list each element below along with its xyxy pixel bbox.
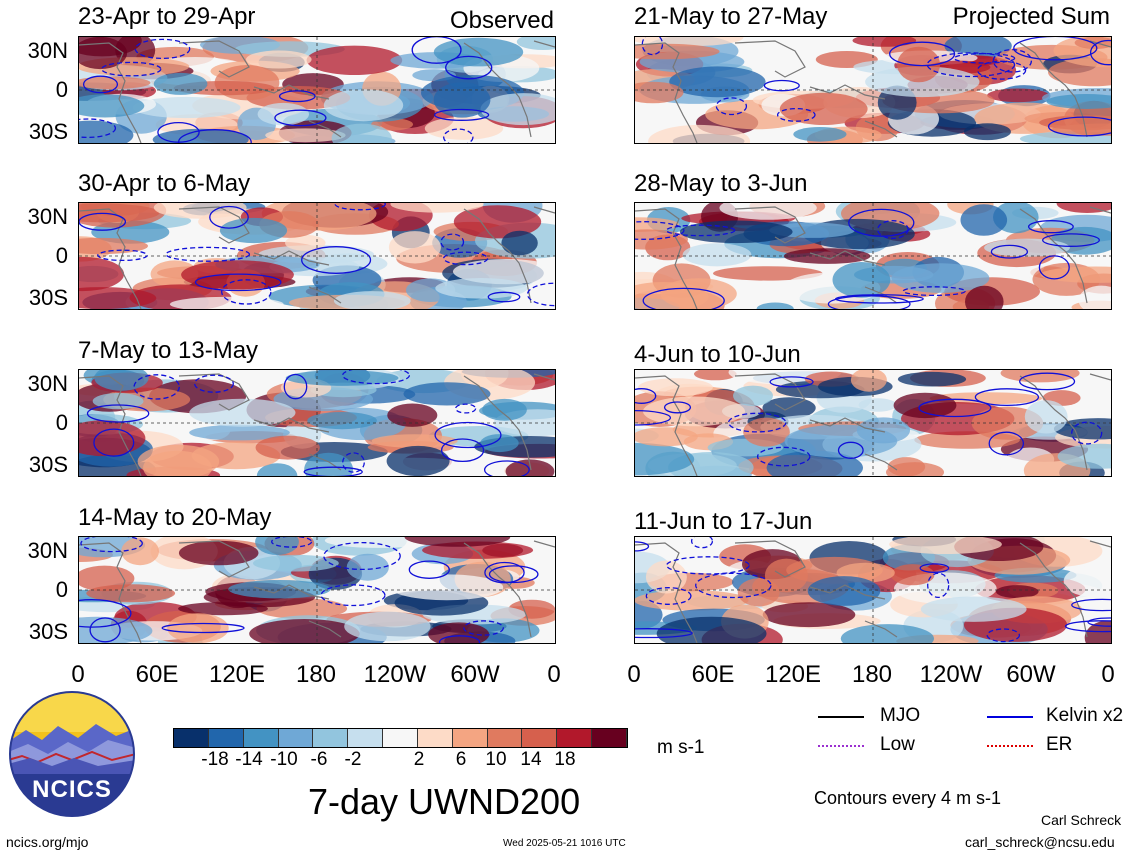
legend-kelvin: Kelvin x2 xyxy=(1046,705,1124,726)
observed-label: Observed xyxy=(449,7,554,34)
colorbar-swatch xyxy=(487,729,523,747)
lat-label-30n: 30N xyxy=(27,371,68,396)
lon-label: 180 xyxy=(295,661,337,688)
colorbar-tick: 6 xyxy=(455,749,467,770)
colorbar-tick: 2 xyxy=(413,749,425,770)
colorbar-tick: 18 xyxy=(554,749,576,770)
lon-label: 60W xyxy=(450,661,500,688)
panel-title: 21-May to 27-May xyxy=(634,3,828,30)
colorbar-swatch xyxy=(208,729,244,747)
map-panel xyxy=(78,369,556,477)
lon-label: 120W xyxy=(363,661,427,688)
lat-label-30s: 30S xyxy=(28,619,68,644)
colorbar-tick: -14 xyxy=(235,749,263,770)
panel-title: 7-May to 13-May xyxy=(78,337,259,364)
colorbar-swatch xyxy=(174,729,209,747)
map-panel xyxy=(634,536,1112,644)
colorbar-units: m s-1 xyxy=(657,737,705,758)
lon-label: 120E xyxy=(208,661,266,688)
panel-title: 28-May to 3-Jun xyxy=(634,170,808,197)
projected-sum-label: Projected Sum xyxy=(952,3,1110,30)
map-panel xyxy=(78,202,556,310)
colorbar-tick: -18 xyxy=(201,749,229,770)
lon-label: 0 xyxy=(547,661,561,688)
panel-title: 14-May to 20-May xyxy=(78,504,272,531)
mjo-line-swatch xyxy=(818,716,864,718)
timestamp: Wed 2025-05-21 1016 UTC xyxy=(503,838,626,849)
legend-er: ER xyxy=(1046,734,1073,755)
colorbar-swatch xyxy=(313,729,349,747)
author: Carl Schreck xyxy=(1041,812,1122,828)
colorbar-tick: 10 xyxy=(485,749,507,770)
panel-title: 30-Apr to 6-May xyxy=(78,170,251,197)
lon-label: 0 xyxy=(71,661,85,688)
er-line-swatch xyxy=(987,745,1033,747)
colorbar-tick: -2 xyxy=(344,749,362,770)
colorbar xyxy=(173,728,628,748)
kelvin-line-swatch xyxy=(987,716,1033,718)
colorbar-swatch xyxy=(243,729,279,747)
lon-label: 60W xyxy=(1006,661,1056,688)
lat-label-30s: 30S xyxy=(28,285,68,310)
email-link[interactable]: carl_schreck@ncsu.edu xyxy=(965,834,1115,850)
site-link[interactable]: ncics.org/mjo xyxy=(6,834,89,850)
lon-label: 180 xyxy=(851,661,893,688)
colorbar-swatch xyxy=(348,729,384,747)
legend-mjo: MJO xyxy=(880,705,921,726)
map-panel xyxy=(634,202,1112,310)
lat-label-30s: 30S xyxy=(28,452,68,477)
map-panel xyxy=(634,36,1112,144)
colorbar-tick: 14 xyxy=(520,749,542,770)
lon-label: 60E xyxy=(691,661,735,688)
lat-label-eq: 0 xyxy=(55,410,68,435)
lat-label-eq: 0 xyxy=(55,243,68,268)
colorbar-tick: -10 xyxy=(270,749,298,770)
lat-label-30n: 30N xyxy=(27,204,68,229)
lon-label: 60E xyxy=(135,661,179,688)
lat-label-eq: 0 xyxy=(55,77,68,102)
ncics-logo: NCICS xyxy=(8,690,136,818)
legend-low: Low xyxy=(880,734,915,755)
logo-text: NCICS xyxy=(32,776,112,803)
lon-label: 0 xyxy=(627,661,641,688)
lat-label-30s: 30S xyxy=(28,119,68,144)
colorbar-tick: -6 xyxy=(310,749,328,770)
panel-title: 11-Jun to 17-Jun xyxy=(634,508,813,535)
panel-title: 23-Apr to 29-Apr xyxy=(78,3,256,30)
contour-note: Contours every 4 m s-1 xyxy=(814,788,1002,808)
colorbar-swatch xyxy=(383,729,418,747)
colorbar-swatch xyxy=(592,729,627,747)
lat-label-30n: 30N xyxy=(27,38,68,63)
colorbar-swatch xyxy=(557,729,593,747)
lat-label-eq: 0 xyxy=(55,577,68,602)
colorbar-swatch xyxy=(452,729,488,747)
main-title: 7-day UWND200 xyxy=(308,781,581,822)
colorbar-swatch xyxy=(417,729,453,747)
lon-label: 0 xyxy=(1101,661,1115,688)
low-line-swatch xyxy=(818,745,864,747)
colorbar-swatch xyxy=(278,729,314,747)
map-panel xyxy=(634,369,1112,477)
map-panel xyxy=(78,536,556,644)
lat-label-30n: 30N xyxy=(27,538,68,563)
lon-label: 120E xyxy=(764,661,822,688)
lon-label: 120W xyxy=(919,661,983,688)
colorbar-swatch xyxy=(522,729,558,747)
map-panel xyxy=(78,36,556,144)
panel-title: 4-Jun to 10-Jun xyxy=(634,341,801,368)
